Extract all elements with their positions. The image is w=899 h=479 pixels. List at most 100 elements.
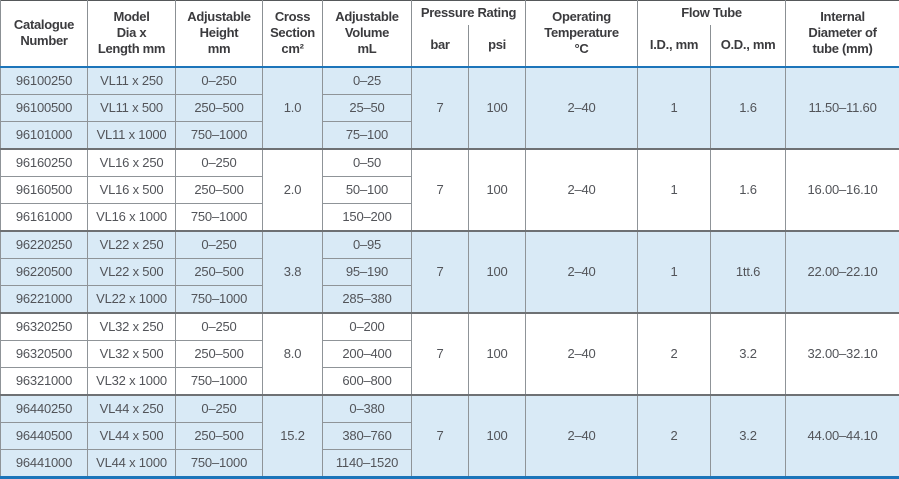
cell-catalogue: 96160500	[1, 176, 88, 203]
cell-flow-id: 1	[638, 67, 711, 149]
cell-operating-temp: 2–40	[526, 67, 638, 149]
cell-model: VL44 x 250	[88, 395, 176, 423]
cell-catalogue: 96221000	[1, 285, 88, 313]
cell-adjustable-volume: 0–25	[323, 67, 412, 95]
col-header-adjustable-volume: Adjustable Volume mL	[323, 1, 412, 67]
cell-adjustable-volume: 95–190	[323, 258, 412, 285]
col-header-od-mm: O.D., mm	[711, 25, 786, 67]
cell-cross-section: 3.8	[263, 231, 323, 313]
cell-adjustable-volume: 50–100	[323, 176, 412, 203]
col-header-adjustable-height: Adjustable Height mm	[176, 1, 263, 67]
group-vl22: 96220250 VL22 x 250 0–250 3.8 0–95 7 100…	[1, 231, 899, 313]
col-group-flow-tube: Flow Tube	[638, 1, 786, 25]
cell-internal-diameter: 32.00–32.10	[786, 313, 899, 395]
cell-adjustable-height: 0–250	[176, 67, 263, 95]
cell-adjustable-height: 250–500	[176, 258, 263, 285]
cell-operating-temp: 2–40	[526, 231, 638, 313]
cell-catalogue: 96101000	[1, 121, 88, 149]
cell-pressure-psi: 100	[469, 313, 526, 395]
cell-adjustable-height: 250–500	[176, 176, 263, 203]
cell-flow-od: 3.2	[711, 313, 786, 395]
cell-flow-od: 1tt.6	[711, 231, 786, 313]
cell-adjustable-volume: 380–760	[323, 422, 412, 449]
cell-flow-id: 1	[638, 231, 711, 313]
cell-catalogue: 96320500	[1, 340, 88, 367]
header-row-groups: Catalogue Number Model Dia x Length mm A…	[1, 1, 899, 25]
col-group-pressure-rating: Pressure Rating	[412, 1, 526, 25]
cell-adjustable-volume: 0–95	[323, 231, 412, 259]
group-vl32: 96320250 VL32 x 250 0–250 8.0 0–200 7 10…	[1, 313, 899, 395]
cell-model: VL44 x 1000	[88, 449, 176, 477]
cell-adjustable-height: 0–250	[176, 231, 263, 259]
cell-flow-od: 1.6	[711, 149, 786, 231]
table-row: 96440250 VL44 x 250 0–250 15.2 0–380 7 1…	[1, 395, 899, 423]
cell-adjustable-volume: 0–50	[323, 149, 412, 177]
cell-pressure-bar: 7	[412, 231, 469, 313]
cell-adjustable-height: 250–500	[176, 422, 263, 449]
cell-cross-section: 8.0	[263, 313, 323, 395]
cell-adjustable-volume: 75–100	[323, 121, 412, 149]
cell-adjustable-height: 750–1000	[176, 121, 263, 149]
cell-adjustable-height: 750–1000	[176, 367, 263, 395]
table-header: Catalogue Number Model Dia x Length mm A…	[1, 1, 899, 67]
cell-adjustable-volume: 25–50	[323, 94, 412, 121]
cell-model: VL16 x 500	[88, 176, 176, 203]
col-header-cross-section: Cross Section cm²	[263, 1, 323, 67]
cell-adjustable-volume: 150–200	[323, 203, 412, 231]
cell-model: VL22 x 500	[88, 258, 176, 285]
cell-catalogue: 96220250	[1, 231, 88, 259]
cell-adjustable-volume: 0–200	[323, 313, 412, 341]
cell-adjustable-volume: 1140–1520	[323, 449, 412, 477]
table-row: 96220250 VL22 x 250 0–250 3.8 0–95 7 100…	[1, 231, 899, 259]
cell-catalogue: 96440500	[1, 422, 88, 449]
cell-adjustable-height: 750–1000	[176, 449, 263, 477]
cell-model: VL11 x 1000	[88, 121, 176, 149]
cell-adjustable-height: 750–1000	[176, 203, 263, 231]
cell-adjustable-volume: 0–380	[323, 395, 412, 423]
cell-catalogue: 96160250	[1, 149, 88, 177]
cell-pressure-bar: 7	[412, 149, 469, 231]
col-header-id-mm: I.D., mm	[638, 25, 711, 67]
cell-flow-id: 2	[638, 313, 711, 395]
cell-pressure-bar: 7	[412, 67, 469, 149]
cell-catalogue: 96100500	[1, 94, 88, 121]
cell-model: VL16 x 1000	[88, 203, 176, 231]
col-header-psi: psi	[469, 25, 526, 67]
cell-catalogue: 96220500	[1, 258, 88, 285]
col-header-internal-diameter: Internal Diameter of tube (mm)	[786, 1, 899, 67]
cell-internal-diameter: 11.50–11.60	[786, 67, 899, 149]
group-vl11: 96100250 VL11 x 250 0–250 1.0 0–25 7 100…	[1, 67, 899, 149]
col-header-catalogue-number: Catalogue Number	[1, 1, 88, 67]
cell-pressure-psi: 100	[469, 149, 526, 231]
table-row: 96320250 VL32 x 250 0–250 8.0 0–200 7 10…	[1, 313, 899, 341]
cell-flow-id: 1	[638, 149, 711, 231]
cell-model: VL32 x 250	[88, 313, 176, 341]
cell-model: VL22 x 1000	[88, 285, 176, 313]
cell-catalogue: 96321000	[1, 367, 88, 395]
cell-pressure-psi: 100	[469, 67, 526, 149]
cell-model: VL22 x 250	[88, 231, 176, 259]
cell-operating-temp: 2–40	[526, 149, 638, 231]
cell-model: VL11 x 250	[88, 67, 176, 95]
table-row: 96160250 VL16 x 250 0–250 2.0 0–50 7 100…	[1, 149, 899, 177]
col-header-operating-temperature: Operating Temperature °C	[526, 1, 638, 67]
cell-flow-od: 1.6	[711, 67, 786, 149]
cell-model: VL11 x 500	[88, 94, 176, 121]
cell-adjustable-height: 0–250	[176, 313, 263, 341]
cell-internal-diameter: 16.00–16.10	[786, 149, 899, 231]
table-row: 96100250 VL11 x 250 0–250 1.0 0–25 7 100…	[1, 67, 899, 95]
cell-adjustable-volume: 285–380	[323, 285, 412, 313]
cell-catalogue: 96320250	[1, 313, 88, 341]
cell-pressure-psi: 100	[469, 231, 526, 313]
cell-catalogue: 96161000	[1, 203, 88, 231]
cell-pressure-bar: 7	[412, 313, 469, 395]
cell-adjustable-volume: 200–400	[323, 340, 412, 367]
cell-model: VL32 x 1000	[88, 367, 176, 395]
cell-operating-temp: 2–40	[526, 313, 638, 395]
cell-adjustable-volume: 600–800	[323, 367, 412, 395]
catalog-spec-table-page: Catalogue Number Model Dia x Length mm A…	[0, 0, 899, 465]
cell-cross-section: 2.0	[263, 149, 323, 231]
cell-internal-diameter: 22.00–22.10	[786, 231, 899, 313]
cell-model: VL32 x 500	[88, 340, 176, 367]
